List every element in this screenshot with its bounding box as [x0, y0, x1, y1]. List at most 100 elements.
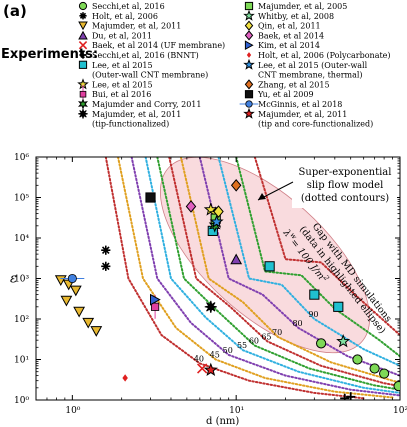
contour-label: 40 — [194, 354, 204, 363]
y-tick-label: 10⁶ — [14, 153, 29, 163]
x-tick-label: 10² — [393, 406, 407, 416]
contour-line — [130, 157, 400, 397]
legend-marker — [79, 51, 87, 59]
data-series — [54, 179, 400, 400]
data-point — [309, 289, 320, 300]
kappa-exponent: 2 — [321, 273, 331, 283]
contour-label: 55 — [237, 341, 247, 350]
data-point — [264, 261, 275, 272]
legend-label: Kim, et al 2014 — [258, 41, 320, 50]
legend-marker — [78, 21, 88, 31]
data-point — [60, 273, 85, 284]
model-annotation-text: Super-exponential — [299, 167, 392, 178]
legend-label: (Outer-wall CNT membrane) — [92, 71, 208, 80]
data-point — [213, 205, 224, 218]
legend-label: Holt, et al, 2006 — [92, 12, 158, 21]
legend-marker — [78, 60, 88, 69]
legend-label: (tip-functionalized) — [92, 120, 169, 129]
legend-marker — [78, 41, 88, 50]
x-tick-label: 10¹ — [229, 406, 244, 416]
legend-marker — [244, 1, 254, 11]
data-point — [69, 285, 82, 297]
legend-marker — [243, 58, 255, 70]
error-bar-marker — [245, 100, 253, 108]
contour-line — [117, 157, 394, 399]
data-point — [336, 333, 351, 348]
data-point — [60, 295, 73, 307]
data-point — [204, 300, 217, 313]
error-bar-marker — [151, 302, 160, 311]
legend-label: Qin, et al, 2011 — [258, 22, 321, 31]
legend-marker — [239, 100, 259, 108]
asterisk-stroke — [101, 262, 110, 271]
legend-label: Yu, et al 2009 — [257, 90, 314, 99]
legend-label: Bui, et al 2016 — [92, 90, 151, 99]
data-point — [150, 293, 161, 306]
legend-label: Majumder, et al, 2011 — [258, 110, 347, 119]
contour-label: 60 — [249, 337, 259, 346]
data-point — [346, 392, 356, 400]
legend-label: McGinnis, et al 2018 — [258, 100, 342, 109]
y-tick-label: 10⁵ — [14, 194, 29, 204]
contour-label: 50 — [223, 346, 233, 355]
legend-marker — [244, 90, 254, 99]
data-point — [393, 381, 400, 392]
data-point — [101, 261, 111, 271]
data-point — [101, 245, 111, 255]
legend-marker — [78, 1, 88, 11]
contour-line — [104, 157, 365, 400]
x-axis-label: d (nm) — [206, 416, 239, 427]
data-point — [379, 368, 390, 379]
legend-marker — [244, 40, 254, 51]
legend-label: Majumder, et al, 2011 — [92, 110, 181, 119]
x-stroke — [78, 41, 88, 50]
legend-marker — [78, 109, 88, 119]
data-point — [122, 374, 128, 382]
data-point — [185, 200, 197, 213]
contour-line — [217, 157, 400, 367]
model-annotation: Super-exponential slip flow model (dotted … — [292, 162, 397, 208]
legend-label: Lee, et al 2015 — [92, 61, 153, 70]
contour-line — [168, 157, 400, 388]
legend-marker — [246, 52, 252, 58]
legend-label: Secchi,et al, 2016 (BNNT) — [92, 51, 199, 60]
data-point — [73, 306, 86, 318]
data-point — [316, 338, 327, 349]
model-annotation-text: (dotted contours) — [301, 193, 389, 204]
legend-label: Du, et al, 2011 — [92, 31, 152, 40]
contour-label: 70 — [272, 328, 282, 337]
legend-label: Majumder, et al, 2011 — [92, 22, 181, 31]
data-point — [369, 363, 380, 374]
contour-line — [253, 157, 400, 337]
legend-label: Holt, et al, 2006 (Polycarbonate) — [258, 51, 391, 60]
asterisk-stroke — [101, 246, 110, 255]
data-point — [333, 301, 344, 312]
data-point — [209, 214, 224, 228]
x-tick-label: 10⁰ — [65, 406, 80, 416]
y-tick-label: 10³ — [14, 275, 29, 285]
panel-label: (a) — [3, 2, 27, 20]
legend-label: Lee, et al 2015 (Outer-wall — [258, 61, 368, 70]
contour-line — [144, 157, 400, 394]
kappa-superscript: w — [288, 231, 298, 241]
legend-label: Zhang, et al 2015 — [258, 80, 330, 89]
legend-label: Majumder and Corry, 2011 — [92, 100, 201, 109]
arrow-head — [258, 193, 266, 200]
y-tick-label: 10² — [14, 315, 29, 325]
legend-label: Baek, et al 2014 — [258, 31, 324, 40]
data-point — [203, 362, 218, 376]
legend-marker — [243, 107, 255, 119]
data-point — [196, 363, 208, 374]
error-bar-marker — [79, 90, 87, 98]
legend-label: Secchi,et al, 2016 — [92, 2, 165, 11]
legend-label: CNT membrane, thermal) — [258, 71, 363, 80]
contour-line — [156, 157, 400, 391]
contour-label: 65 — [261, 332, 271, 341]
x-stroke — [196, 363, 208, 374]
error-bar-marker — [67, 273, 77, 284]
legend-marker — [244, 20, 254, 31]
y-axis-label: ε — [10, 272, 17, 287]
